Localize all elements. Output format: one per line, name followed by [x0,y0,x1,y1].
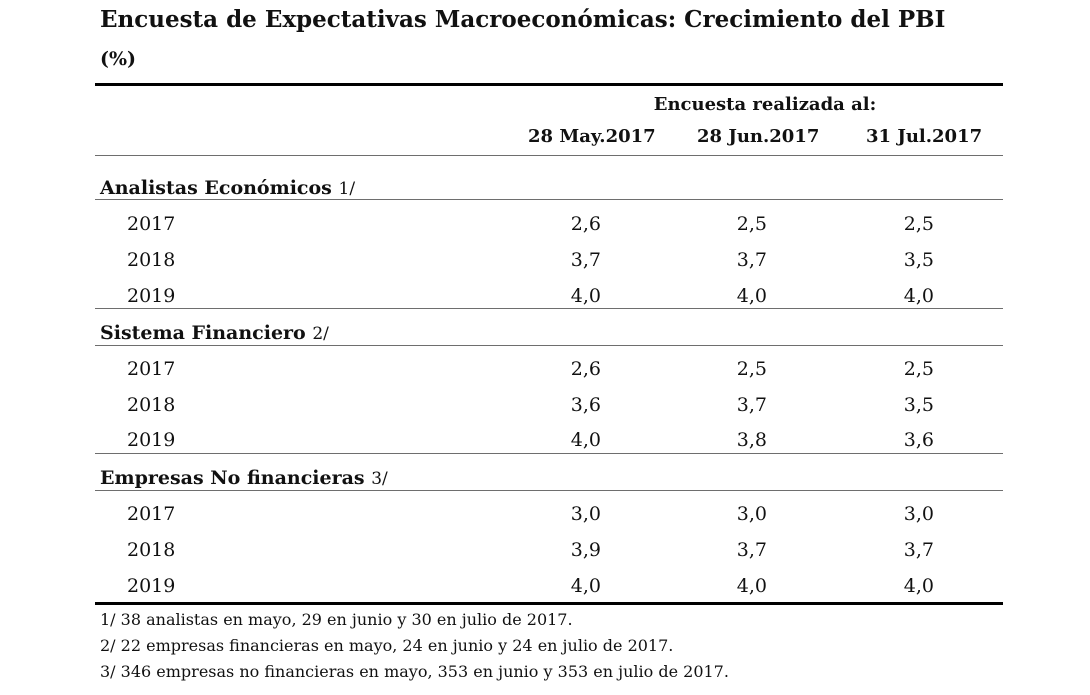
row-year: 2018 [127,249,176,271]
cell-value: 2,5 [736,358,767,380]
section-label-analistas: Analistas Económicos 1/ [100,177,355,199]
cell-value: 4,0 [736,285,767,307]
section-label-sistema-financiero: Sistema Financiero 2/ [100,322,329,344]
row-year: 2018 [127,394,176,416]
cell-value: 2,5 [903,213,934,235]
section-label-text: Analistas Económicos [100,177,332,199]
section-label-text: Sistema Financiero [100,322,306,344]
row-year: 2019 [127,429,176,451]
section-rule [95,308,1003,309]
row-year: 2017 [127,358,176,380]
footnote-2: 2/ 22 empresas financieras en mayo, 24 e… [100,636,674,655]
section-label-text: Empresas No financieras [100,467,365,489]
header-bottom-rule [95,155,1003,156]
cell-value: 4,0 [570,285,601,307]
column-header-1: 28 May.2017 [528,126,656,147]
column-header-3: 31 Jul.2017 [866,126,983,147]
cell-value: 2,6 [570,213,601,235]
cell-value: 3,0 [903,503,934,525]
section-note: 1/ [338,179,356,199]
footnote-1: 1/ 38 analistas en mayo, 29 en junio y 3… [100,610,573,629]
section-rule [95,453,1003,454]
header-group-label: Encuesta realizada al: [653,94,877,115]
row-year: 2017 [127,213,176,235]
cell-value: 3,5 [903,249,934,271]
column-header-2: 28 Jun.2017 [697,126,820,147]
unit-label: (%) [100,48,137,70]
page-title: Encuesta de Expectativas Macroeconómicas… [100,6,946,33]
table-top-rule [95,83,1003,86]
section-rule [95,490,1003,491]
section-rule [95,199,1003,200]
cell-value: 3,7 [736,539,767,561]
cell-value: 3,8 [736,429,767,451]
section-note: 3/ [371,469,388,489]
cell-value: 3,7 [736,394,767,416]
section-label-empresas-no-financieras: Empresas No financieras 3/ [100,467,388,489]
table-bottom-rule [95,602,1003,605]
cell-value: 4,0 [903,285,934,307]
cell-value: 4,0 [570,429,601,451]
cell-value: 3,9 [570,539,601,561]
cell-value: 4,0 [736,575,767,597]
footnote-3: 3/ 346 empresas no financieras en mayo, … [100,662,729,681]
row-year: 2019 [127,285,176,307]
cell-value: 3,7 [903,539,934,561]
cell-value: 3,0 [736,503,767,525]
cell-value: 3,7 [736,249,767,271]
row-year: 2018 [127,539,176,561]
section-rule [95,345,1003,346]
section-note: 2/ [312,324,329,344]
cell-value: 2,6 [570,358,601,380]
cell-value: 4,0 [903,575,934,597]
cell-value: 2,5 [903,358,934,380]
cell-value: 3,5 [903,394,934,416]
cell-value: 4,0 [570,575,601,597]
cell-value: 2,5 [736,213,767,235]
row-year: 2017 [127,503,176,525]
cell-value: 3,7 [570,249,601,271]
cell-value: 3,0 [570,503,601,525]
row-year: 2019 [127,575,176,597]
cell-value: 3,6 [570,394,601,416]
cell-value: 3,6 [903,429,934,451]
